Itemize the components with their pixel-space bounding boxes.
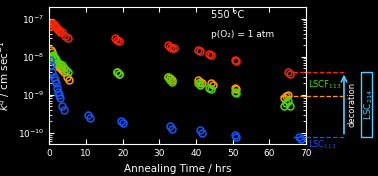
Text: LSCF$_{113}$: LSCF$_{113}$ [308,79,342,91]
X-axis label: Annealing Time / hrs: Annealing Time / hrs [124,164,231,174]
Text: LSC$_{113}$: LSC$_{113}$ [308,138,337,151]
Text: 550 °C: 550 °C [211,10,244,20]
Text: LSC$_{214}$: LSC$_{214}$ [363,89,375,120]
Y-axis label: $k^q$ / cm sec$^{-1}$: $k^q$ / cm sec$^{-1}$ [0,40,12,111]
Text: p(O₂) = 1 atm: p(O₂) = 1 atm [211,30,274,39]
Text: decoration: decoration [348,82,357,127]
